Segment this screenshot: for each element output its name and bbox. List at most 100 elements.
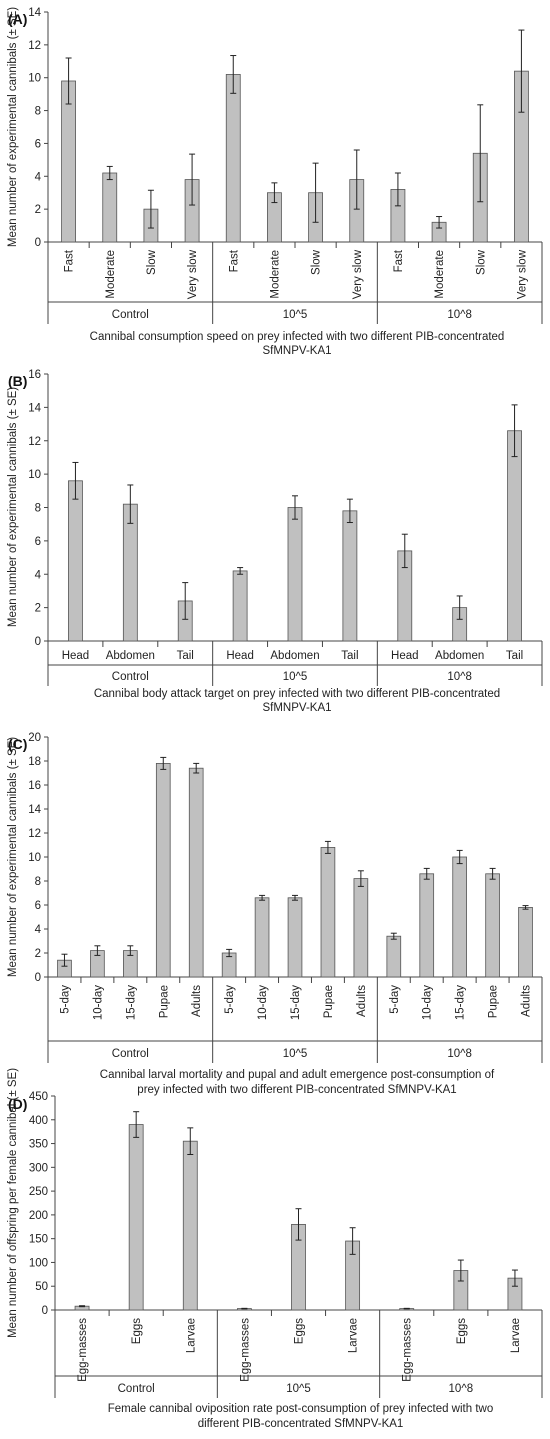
x-category-label: Moderate — [434, 250, 446, 299]
group-label: 10^5 — [283, 671, 308, 683]
x-category-label: Head — [226, 650, 254, 662]
y-tick-label: 4 — [35, 569, 42, 581]
error-bar — [292, 894, 298, 901]
error-bar — [295, 1208, 302, 1241]
bar-Control-abdomen — [122, 503, 138, 642]
x-category-label: Eggs — [456, 1318, 468, 1344]
error-bar — [346, 498, 353, 524]
y-tick-label: 4 — [35, 171, 42, 183]
x-category-label: 5-day — [224, 985, 236, 1014]
bar-105-adults — [353, 878, 369, 978]
y-tick-label: 14 — [28, 7, 41, 19]
y-tick-label: 0 — [42, 1305, 48, 1317]
bar-108-5day — [386, 935, 402, 978]
x-category-label: Abdomen — [435, 650, 484, 662]
x-category-label: 5-day — [389, 985, 401, 1014]
y-tick-label: 12 — [28, 436, 41, 448]
error-bar — [106, 165, 113, 181]
y-tick-label: 250 — [29, 1186, 48, 1198]
x-category-label: Slow — [311, 249, 323, 275]
y-tick-label: 0 — [35, 972, 41, 984]
y-tick-label: 2 — [35, 204, 41, 216]
y-tick-label: 0 — [35, 636, 41, 648]
error-bar — [394, 172, 401, 207]
x-category-label: Slow — [475, 249, 487, 275]
x-category-label: Egg-masses — [402, 1318, 414, 1382]
y-tick-label: 16 — [28, 369, 41, 381]
x-category-label: Larvae — [185, 1318, 197, 1353]
x-category-label: Tail — [506, 650, 523, 662]
group-label: Control — [112, 309, 149, 321]
y-tick-label: 450 — [29, 1091, 48, 1103]
y-tick-label: 100 — [29, 1257, 48, 1269]
error-bar — [193, 762, 200, 774]
bar-Control-fast — [61, 80, 76, 243]
bar-Control-larvae — [182, 1140, 198, 1311]
x-category-label: Larvae — [510, 1318, 522, 1353]
error-bar — [511, 1269, 518, 1287]
error-bar — [390, 932, 397, 940]
x-category-label: Head — [391, 650, 419, 662]
y-tick-label: 6 — [35, 536, 41, 548]
error-bar — [127, 945, 134, 956]
y-tick-label: 6 — [35, 900, 41, 912]
group-label: 10^5 — [283, 1048, 308, 1060]
y-tick-label: 10 — [28, 852, 41, 864]
x-category-label: Very slow — [187, 249, 199, 299]
x-axis-title: Female cannibal oviposition rate post-co… — [108, 1403, 493, 1415]
x-axis-title: different PIB-concentrated SfMNPV-KA1 — [198, 1418, 404, 1430]
error-bar — [489, 867, 496, 880]
x-category-label: Fast — [228, 249, 240, 272]
y-tick-label: 50 — [35, 1281, 48, 1293]
x-category-label: Very slow — [352, 249, 364, 299]
error-bar — [518, 29, 525, 113]
y-tick-label: 10 — [28, 469, 41, 481]
y-tick-label: 4 — [35, 924, 42, 936]
x-axis-title: Cannibal larval mortality and pupal and … — [100, 1069, 495, 1081]
group-label: Control — [112, 671, 149, 683]
y-axis-title: Mean number of experimental cannibals (±… — [7, 387, 19, 627]
x-category-label: 10-day — [257, 985, 269, 1020]
x-category-label: 15-day — [125, 985, 137, 1020]
x-category-label: Adults — [191, 985, 203, 1017]
y-axis-title: Mean number of offspring per female cann… — [7, 1068, 19, 1338]
x-category-label: Very slow — [516, 249, 528, 299]
group-label: 10^8 — [447, 309, 472, 321]
x-category-label: Pupae — [323, 985, 335, 1018]
error-bar — [457, 1259, 464, 1282]
bar-105-abdomen — [287, 507, 303, 642]
error-bar — [160, 756, 167, 770]
error-bar — [189, 153, 196, 206]
bar-105-pupae — [320, 847, 336, 978]
x-category-label: Egg-masses — [239, 1318, 251, 1382]
group-label: 10^8 — [447, 671, 472, 683]
error-bar — [292, 495, 298, 520]
panel-label: (C) — [8, 736, 27, 752]
x-category-label: 10-day — [422, 985, 434, 1020]
x-axis-title: Cannibal body attack target on prey infe… — [94, 688, 500, 700]
x-category-label: Adults — [356, 985, 368, 1017]
error-bar — [522, 905, 529, 910]
y-axis-title: Mean number of experimental cannibals (±… — [7, 737, 19, 977]
bar-Control-adults — [188, 767, 204, 978]
y-tick-label: 2 — [35, 948, 41, 960]
bar-105-tail — [342, 510, 358, 642]
bar-105-10day — [254, 897, 270, 978]
error-bar — [187, 1127, 194, 1155]
error-bar — [456, 849, 463, 865]
y-tick-label: 200 — [29, 1210, 48, 1222]
x-category-label: Head — [62, 650, 90, 662]
bar-Control-head — [68, 480, 83, 642]
error-bar — [357, 870, 364, 887]
y-tick-label: 10 — [28, 73, 41, 85]
error-bar — [511, 404, 518, 458]
error-bar — [79, 1305, 86, 1308]
x-axis-title: Cannibal consumption speed on prey infec… — [90, 331, 505, 343]
y-tick-label: 6 — [35, 138, 41, 150]
chart-panel-4: (D)Mean number of offspring per female c… — [7, 1068, 543, 1430]
y-tick-label: 20 — [28, 732, 41, 744]
error-bar — [237, 567, 244, 575]
chart-panel-1: (A)Mean number of experimental cannibals… — [7, 7, 543, 357]
error-bar — [133, 1111, 140, 1138]
